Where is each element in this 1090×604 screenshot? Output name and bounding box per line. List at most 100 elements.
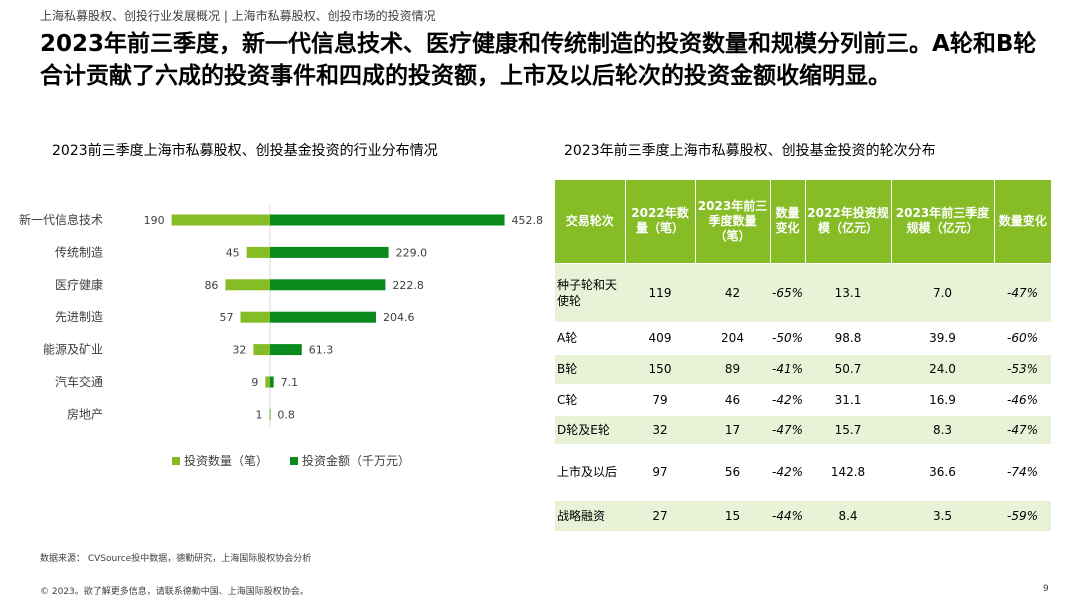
table-row: 种子轮和天使轮 119 42 -65% 13.1 7.0 -47%	[555, 262, 1051, 322]
count-2023-cell: 204	[695, 321, 770, 354]
count-2023-cell: 89	[695, 353, 770, 384]
count-2022-cell: 97	[625, 443, 695, 500]
legend-label-count: 投资数量（笔）	[184, 454, 269, 468]
legend-label-amount: 投资金额（千万元）	[302, 454, 411, 468]
round-cell: C轮	[555, 383, 625, 415]
amount-change-cell: -74%	[994, 443, 1051, 500]
amount-value-label: 204.6	[383, 311, 415, 324]
page-number: 9	[1043, 584, 1049, 594]
category-label: 先进制造	[55, 310, 103, 324]
table-row: 战略融资 27 15 -44% 8.4 3.5 -59%	[555, 499, 1051, 531]
legend-swatch-count	[172, 456, 180, 465]
amount-2022-cell: 8.4	[805, 499, 891, 531]
industry-bar-chart: 新一代信息技术 190 452.8 传统制造 45 229.0 医疗健康 86 222.8 先进制…	[19, 205, 544, 427]
category-label: 新一代信息技术	[19, 212, 103, 227]
category-label: 医疗健康	[55, 277, 103, 292]
amount-bar	[270, 279, 386, 291]
amount-value-label: 222.8	[392, 279, 424, 292]
table-row: D轮及E轮 32 17 -47% 15.7 8.3 -47%	[555, 414, 1051, 444]
count-bar	[246, 246, 270, 258]
table-header-row: 交易轮次 2022年数量（笔） 2023年前三季度数量（笔） 数量变化 2022…	[555, 180, 1051, 263]
count-bar	[240, 311, 270, 323]
industry-chart-title: 2023前三季度上海市私募股权、创投基金投资的行业分布情况	[52, 143, 438, 159]
count-change-cell: -65%	[770, 262, 805, 322]
header-2023-count: 2023年前三季度数量（笔）	[695, 180, 771, 263]
header-amount-change: 数量变化	[994, 180, 1051, 263]
header-2022-amount: 2022年投资规模（亿元）	[805, 180, 892, 263]
header-round: 交易轮次	[555, 180, 626, 263]
count-value-label: 57	[219, 311, 233, 324]
round-cell: B轮	[555, 353, 625, 384]
amount-2022-cell: 142.8	[805, 443, 891, 500]
round-cell: A轮	[555, 321, 625, 354]
amount-change-cell: -47%	[994, 262, 1051, 322]
round-cell: 战略融资	[555, 499, 625, 531]
category-label: 传统制造	[55, 244, 103, 259]
amount-2023-cell: 24.0	[891, 353, 994, 384]
count-2022-cell: 79	[625, 383, 695, 415]
legend-item-count: 投资数量（笔）	[172, 452, 268, 469]
category-label: 汽车交通	[55, 374, 103, 389]
amount-2023-cell: 3.5	[891, 499, 994, 531]
category-label: 能源及矿业	[43, 343, 103, 357]
amount-2022-cell: 13.1	[805, 262, 891, 322]
count-2022-cell: 32	[625, 414, 695, 444]
header-2023-amount: 2023年前三季度规模（亿元）	[891, 180, 995, 263]
amount-2023-cell: 8.3	[891, 414, 994, 444]
data-source: 数据来源： CVSource投中数据，德勤研究，上海国际股权协会分析	[40, 554, 312, 564]
table-row: C轮 79 46 -42% 31.1 16.9 -46%	[555, 383, 1051, 415]
count-2023-cell: 56	[695, 443, 770, 500]
amount-value-label: 61.3	[309, 344, 334, 357]
amount-2023-cell: 39.9	[891, 321, 994, 354]
round-cell: 上市及以后	[555, 443, 625, 500]
category-label: 房地产	[67, 406, 103, 421]
amount-change-cell: -59%	[994, 499, 1051, 531]
count-value-label: 1	[255, 408, 262, 421]
amount-change-cell: -46%	[994, 383, 1051, 415]
amount-2023-cell: 36.6	[891, 443, 994, 500]
count-2022-cell: 27	[625, 499, 695, 531]
count-change-cell: -41%	[770, 353, 805, 384]
count-change-cell: -42%	[770, 383, 805, 415]
round-cell: D轮及E轮	[555, 414, 625, 444]
table-row: A轮 409 204 -50% 98.8 39.9 -60%	[555, 321, 1051, 354]
amount-change-cell: -60%	[994, 321, 1051, 354]
legend-item-amount: 投资金额（千万元）	[290, 452, 410, 469]
legend-swatch-amount	[290, 456, 299, 465]
count-value-label: 86	[204, 279, 218, 292]
amount-change-cell: -53%	[994, 353, 1051, 384]
amount-2022-cell: 50.7	[805, 353, 891, 384]
count-bar	[171, 214, 270, 226]
count-value-label: 32	[232, 344, 246, 357]
amount-value-label: 452.8	[512, 214, 544, 227]
count-2023-cell: 42	[695, 262, 770, 322]
page-title: 2023年前三季度，新一代信息技术、医疗健康和传统制造的投资数量和规模分列前三。…	[40, 31, 1037, 89]
amount-2023-cell: 16.9	[891, 383, 994, 415]
copyright-footer: © 2023。欲了解更多信息，请联系德勤中国、上海国际股权协会。	[40, 587, 309, 597]
count-2023-cell: 17	[695, 414, 770, 444]
count-value-label: 9	[251, 376, 258, 389]
amount-value-label: 229.0	[396, 246, 428, 259]
amount-bar	[270, 214, 505, 226]
count-2023-cell: 15	[695, 499, 770, 531]
breadcrumb: 上海私募股权、创投行业发展概况 | 上海市私募股权、创投市场的投资情况	[40, 9, 436, 23]
count-change-cell: -42%	[770, 443, 805, 500]
count-bar	[253, 344, 270, 356]
table-row: 上市及以后 97 56 -42% 142.8 36.6 -74%	[555, 443, 1051, 500]
count-2022-cell: 409	[625, 321, 695, 354]
table-row: B轮 150 89 -41% 50.7 24.0 -53%	[555, 353, 1051, 384]
count-change-cell: -44%	[770, 499, 805, 531]
count-value-label: 45	[226, 246, 240, 259]
rounds-table: 交易轮次 2022年数量（笔） 2023年前三季度数量（笔） 数量变化 2022…	[555, 180, 1051, 531]
amount-value-label: 7.1	[281, 376, 299, 389]
amount-2023-cell: 7.0	[891, 262, 994, 322]
header-count-change: 数量变化	[770, 180, 806, 263]
rounds-table-title: 2023年前三季度上海市私募股权、创投基金投资的轮次分布	[564, 143, 936, 159]
count-change-cell: -47%	[770, 414, 805, 444]
amount-bar	[270, 311, 376, 323]
amount-bar	[270, 246, 389, 258]
count-bar	[269, 408, 270, 420]
count-value-label: 190	[144, 214, 165, 227]
amount-value-label: 0.8	[277, 408, 295, 421]
count-change-cell: -50%	[770, 321, 805, 354]
